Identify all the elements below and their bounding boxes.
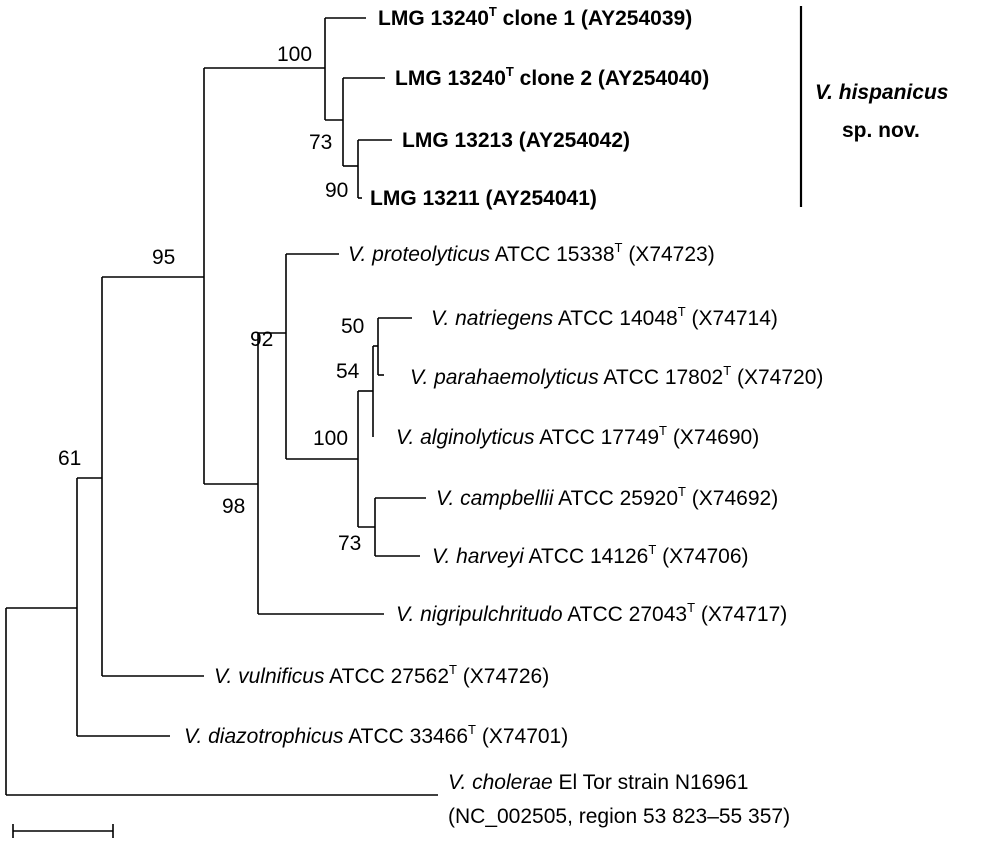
clade-label-species: V. hispanicus bbox=[815, 81, 948, 104]
taxon-label-v-cholerae: V. cholerae El Tor strain N16961 bbox=[448, 771, 748, 794]
taxon-label-v-vulnificus: V. vulnificus ATCC 27562T (X74726) bbox=[214, 662, 549, 688]
taxon-label-v-nigripulchritudo: V. nigripulchritudo ATCC 27043T (X74717) bbox=[396, 600, 787, 626]
taxon-label-v-proteolyticus: V. proteolyticus ATCC 15338T (X74723) bbox=[348, 240, 715, 266]
tree-branches bbox=[5, 17, 438, 796]
bootstrap-value: 90 bbox=[325, 179, 348, 202]
bootstrap-value: 98 bbox=[222, 495, 245, 518]
bootstrap-value: 54 bbox=[336, 360, 360, 383]
taxon-label-v-natriegens: V. natriegens ATCC 14048T (X74714) bbox=[431, 304, 778, 330]
taxon-label-v-alginolyticus: V. alginolyticus ATCC 17749T (X74690) bbox=[396, 423, 759, 449]
clade-label: V. hispanicus sp. nov. bbox=[815, 81, 948, 142]
taxon-label-lmg13213: LMG 13213 (AY254042) bbox=[402, 129, 630, 152]
bootstrap-value: 50 bbox=[341, 315, 364, 338]
taxon-label-v-parahaemolyticus: V. parahaemolyticus ATCC 17802T (X74720) bbox=[410, 363, 823, 389]
taxon-labels: LMG 13240T clone 1 (AY254039) LMG 13240T… bbox=[184, 4, 823, 828]
bootstrap-value: 100 bbox=[313, 427, 348, 450]
taxon-label-v-cholerae-region: (NC_002505, region 53 823–55 357) bbox=[448, 805, 790, 828]
bootstrap-values: 100 73 90 95 92 50 54 100 98 73 61 bbox=[58, 43, 364, 555]
taxon-label-v-diazotrophicus: V. diazotrophicus ATCC 33466T (X74701) bbox=[184, 722, 568, 748]
scale-bar bbox=[12, 824, 114, 838]
taxon-label-v-harveyi: V. harveyi ATCC 14126T (X74706) bbox=[432, 542, 749, 568]
bootstrap-value: 61 bbox=[58, 447, 81, 470]
bootstrap-value: 73 bbox=[309, 131, 332, 154]
bootstrap-value: 100 bbox=[277, 43, 312, 66]
taxon-label-v-campbellii: V. campbellii ATCC 25920T (X74692) bbox=[436, 484, 778, 510]
clade-label-status: sp. nov. bbox=[842, 119, 920, 142]
bootstrap-value: 92 bbox=[250, 328, 273, 351]
bootstrap-value: 95 bbox=[152, 246, 175, 269]
bootstrap-value: 73 bbox=[338, 532, 361, 555]
taxon-label-lmg13240-clone1: LMG 13240T clone 1 (AY254039) bbox=[378, 4, 692, 30]
taxon-label-lmg13211: LMG 13211 (AY254041) bbox=[370, 187, 597, 210]
taxon-label-lmg13240-clone2: LMG 13240T clone 2 (AY254040) bbox=[395, 64, 709, 90]
